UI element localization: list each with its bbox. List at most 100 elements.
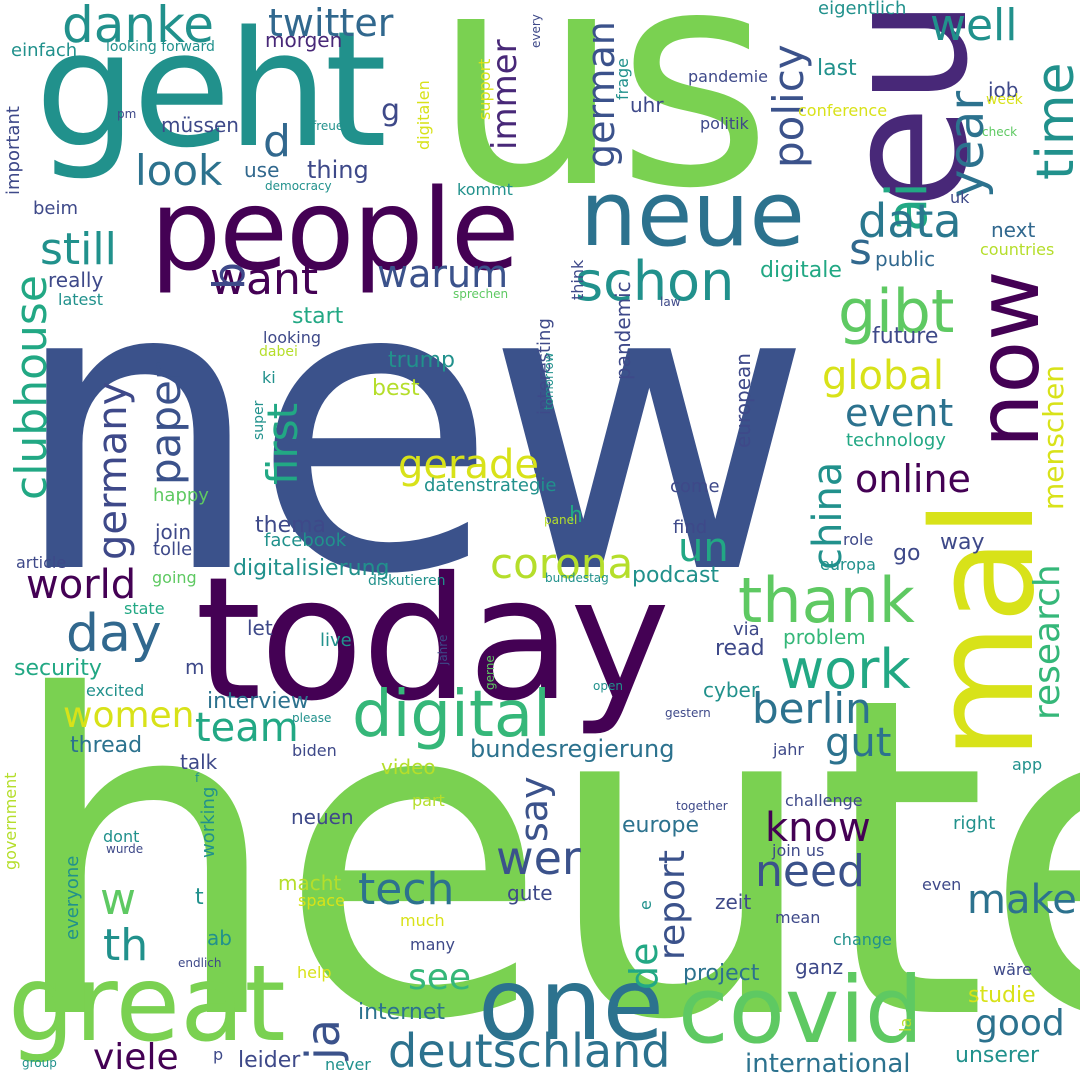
word-talk: talk xyxy=(180,750,218,774)
word-part: part xyxy=(412,791,445,810)
word-event: event xyxy=(845,391,954,435)
word-digital: digital xyxy=(352,678,551,752)
word-open: open xyxy=(593,679,623,693)
word-great: great xyxy=(8,943,286,1065)
word-way: way xyxy=(940,530,985,555)
word-waere: wäre xyxy=(993,960,1032,979)
word-politik: politik xyxy=(700,114,749,133)
word-us: us xyxy=(432,0,772,254)
word-interview: interview xyxy=(207,689,309,714)
word-frage: frage xyxy=(613,57,632,100)
word-twitter: twitter xyxy=(268,1,394,45)
word-sprechen: sprechen xyxy=(453,287,509,301)
word-diskutieren: diskutieren xyxy=(368,573,446,589)
word-public: public xyxy=(875,247,936,271)
word-know: know xyxy=(765,805,871,851)
word-government: government xyxy=(1,772,20,870)
word-pm: pm xyxy=(117,107,137,121)
word-b: b xyxy=(204,262,255,290)
word-ab: ab xyxy=(207,926,232,950)
word-facebook: facebook xyxy=(264,530,347,551)
word-dont: dont xyxy=(103,827,140,846)
word-freue: freue xyxy=(312,119,344,133)
word-support: support xyxy=(475,58,494,120)
word-last: last xyxy=(817,56,857,81)
word-ganz: ganz xyxy=(795,955,844,979)
word-f: f xyxy=(195,771,200,785)
word-gestern: gestern xyxy=(665,706,711,720)
word-ja: ja xyxy=(296,1019,350,1060)
word-world: world xyxy=(26,562,137,608)
word-s: s xyxy=(849,224,872,275)
word-check: check xyxy=(982,125,1018,139)
word-important: important xyxy=(3,106,24,195)
word-global: global xyxy=(822,353,944,399)
word-viele: viele xyxy=(93,1037,179,1078)
word-th: th xyxy=(103,920,149,971)
word-china: china xyxy=(805,461,851,570)
word-really: really xyxy=(48,268,104,292)
word-gibt: gibt xyxy=(838,277,955,347)
word-help: help xyxy=(297,963,332,982)
word-panel: panel xyxy=(544,513,578,527)
word-go: go xyxy=(893,541,921,566)
word-year: year xyxy=(939,90,995,198)
word-challenge: challenge xyxy=(785,791,863,810)
word-mean: mean xyxy=(775,908,821,927)
word-video: video xyxy=(381,755,436,779)
word-time: time xyxy=(1026,62,1080,180)
word-bundesregierung: bundesregierung xyxy=(470,735,675,763)
word-deutschland: deutschland xyxy=(388,1024,671,1078)
word-super: super xyxy=(251,400,267,440)
word-pandemic: pandemic xyxy=(611,281,635,380)
word-digitalisierung: digitalisierung xyxy=(233,556,390,581)
word-european: european xyxy=(731,353,755,448)
word-problem: problem xyxy=(783,625,866,649)
word-h: h xyxy=(569,503,583,528)
word-gerade: gerade xyxy=(398,442,539,488)
word-kommt: kommt xyxy=(457,180,513,199)
word-countries: countries xyxy=(980,240,1055,259)
word-danke: danke xyxy=(62,0,215,54)
word-still: still xyxy=(40,224,117,275)
word-macht: macht xyxy=(278,871,342,895)
word-la: la xyxy=(896,1017,915,1032)
word-neue: neue xyxy=(580,162,805,267)
word-today: today xyxy=(195,541,670,739)
word-let: let xyxy=(247,616,273,640)
word-say: say xyxy=(512,776,556,842)
word-trump: trump xyxy=(388,348,456,373)
word-warum: warum xyxy=(377,252,509,296)
word-thread: thread xyxy=(70,733,143,758)
word-want: want xyxy=(210,254,319,305)
word-project: project xyxy=(683,961,760,986)
word-gerne: gerne xyxy=(483,655,497,690)
word-unserer: unserer xyxy=(955,1043,1040,1068)
word-data: data xyxy=(858,194,962,248)
word-gute: gute xyxy=(507,881,553,905)
word-m: m xyxy=(185,655,205,679)
word-day: day xyxy=(66,604,162,664)
word-everyone: everyone xyxy=(62,855,83,940)
word-tech: tech xyxy=(358,864,455,915)
word-together: together xyxy=(676,799,728,813)
word-e: e xyxy=(636,900,655,910)
word-europa: europa xyxy=(820,555,876,574)
word-one: one xyxy=(478,946,665,1063)
word-start: start xyxy=(292,304,344,329)
word-paper: paper xyxy=(141,362,190,485)
word-internet: internet xyxy=(358,1000,445,1025)
word-make: make xyxy=(967,877,1077,923)
word-d: d xyxy=(263,116,291,167)
word-change: change xyxy=(833,930,892,949)
word-best: best xyxy=(372,376,420,401)
word-einfach: einfach xyxy=(11,40,78,61)
word-never: never xyxy=(325,1055,371,1074)
word-de: de xyxy=(622,942,666,991)
word-datenstrategie: datenstrategie xyxy=(424,475,557,496)
word-even: even xyxy=(922,875,962,894)
word-neuen: neuen xyxy=(291,805,354,829)
word-security: security xyxy=(14,656,102,681)
word-space: space xyxy=(298,891,345,910)
word-find: find xyxy=(673,517,708,538)
